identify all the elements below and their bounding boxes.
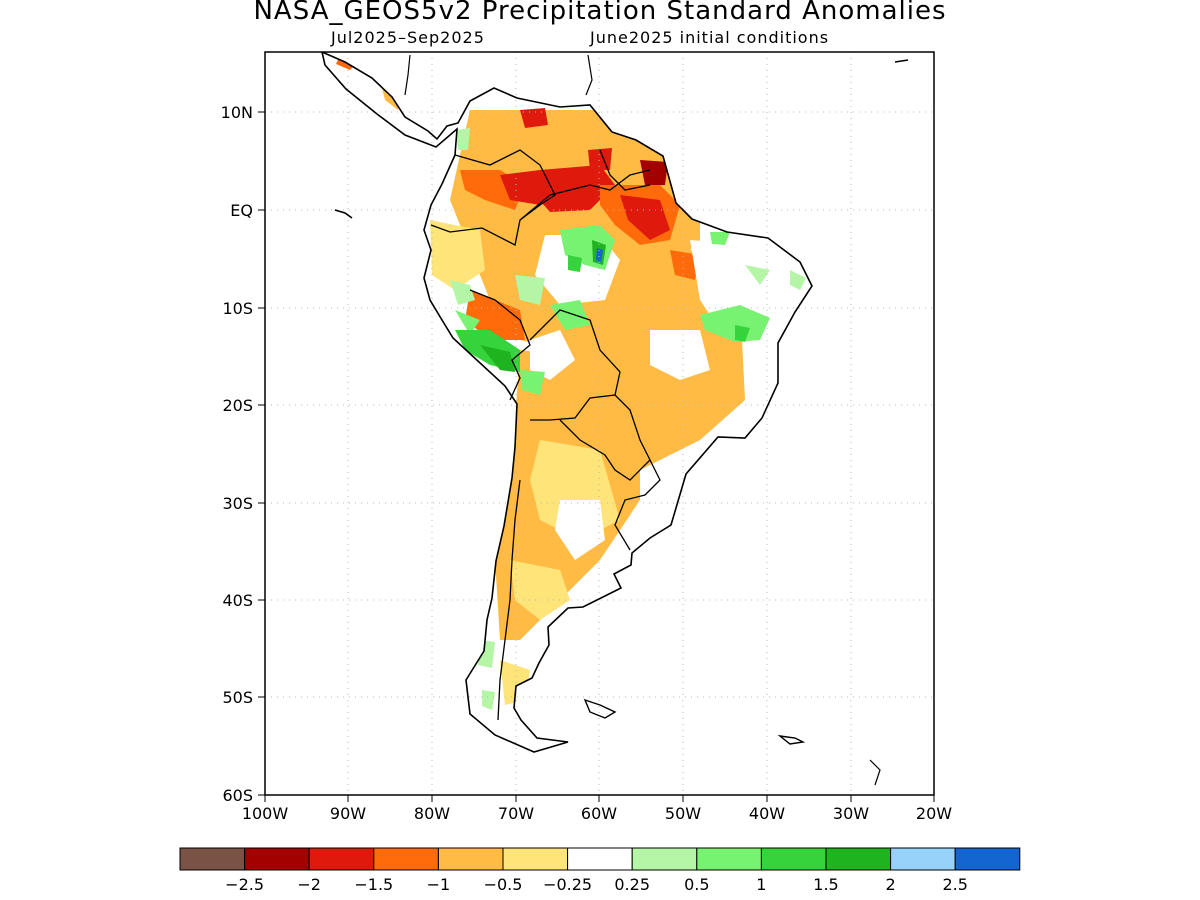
colorbar-box xyxy=(890,847,956,871)
lon-label-20w: 20W xyxy=(916,804,952,823)
country-borders xyxy=(430,149,661,721)
lat-label-20s: 20S xyxy=(222,396,253,415)
coastline xyxy=(321,52,909,786)
lon-label-80w: 80W xyxy=(414,804,450,823)
lon-label-100w: 100W xyxy=(242,804,289,823)
colorbar-box xyxy=(567,847,633,871)
lat-label-10s: 10S xyxy=(222,299,253,318)
lat-label-50s: 50S xyxy=(222,688,253,707)
colorbar-box xyxy=(954,847,1021,871)
colorbar-label: 1 xyxy=(756,875,766,894)
colorbar-box xyxy=(437,847,504,871)
lat-label-40s: 40S xyxy=(222,591,253,610)
colorbar-label: −1 xyxy=(427,875,451,894)
colorbar-label: 2.5 xyxy=(942,875,967,894)
colorbar-label: −0.5 xyxy=(484,875,523,894)
colorbar-label: 1.5 xyxy=(813,875,838,894)
colorbar-label: 0.25 xyxy=(614,875,650,894)
lat-label-60s: 60S xyxy=(222,786,253,805)
colorbar-label: −1.5 xyxy=(354,875,393,894)
colorbar-box xyxy=(760,847,827,871)
latitude-labels: 10N EQ 10S 20S 30S 40S 50S 60S xyxy=(221,103,253,805)
colorbar-box xyxy=(179,847,246,871)
lat-label-30s: 30S xyxy=(222,494,253,513)
lon-label-90w: 90W xyxy=(330,804,366,823)
lon-label-40w: 40W xyxy=(749,804,785,823)
lat-label-eq: EQ xyxy=(230,201,253,220)
colorbar-label: 0.5 xyxy=(684,875,709,894)
colorbar-box xyxy=(825,847,892,871)
colorbar-label: 2 xyxy=(886,875,896,894)
colorbar-label: −2 xyxy=(297,875,321,894)
colorbar: −2.5 −2 −1.5 −1 −0.5 −0.25 0.25 0.5 1 1.… xyxy=(179,847,1021,894)
lon-label-70w: 70W xyxy=(498,804,534,823)
initial-conditions: June2025 initial conditions xyxy=(590,28,830,47)
forecast-period: Jul2025–Sep2025 xyxy=(331,28,485,47)
colorbar-box xyxy=(696,847,762,871)
colorbar-box xyxy=(373,847,439,871)
colorbar-box xyxy=(308,847,375,871)
axis-ticks xyxy=(258,111,935,802)
colorbar-box xyxy=(244,847,310,871)
longitude-labels: 100W 90W 80W 70W 60W 50W 40W 30W 20W xyxy=(242,804,952,823)
lon-label-50w: 50W xyxy=(665,804,701,823)
lat-label-10n: 10N xyxy=(221,103,253,122)
map-title: NASA_GEOS5v2 Precipitation Standard Anom… xyxy=(253,0,947,26)
lon-label-60w: 60W xyxy=(581,804,617,823)
colorbar-label: −2.5 xyxy=(225,875,264,894)
colorbar-box xyxy=(502,847,569,871)
colorbar-box xyxy=(631,847,698,871)
lon-label-30w: 30W xyxy=(833,804,869,823)
colorbar-label: −0.25 xyxy=(543,875,592,894)
